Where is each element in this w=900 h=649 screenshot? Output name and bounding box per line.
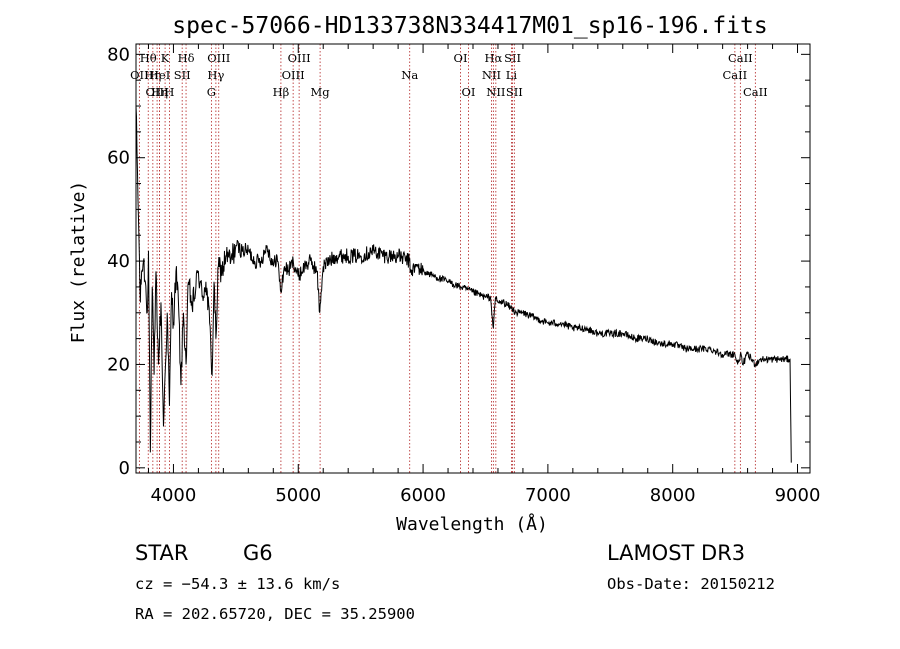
line-marker-label: Hη	[144, 68, 161, 82]
line-marker-label: H	[164, 85, 174, 99]
y-axis-label: Flux (relative)	[68, 181, 89, 344]
line-marker-label: G	[207, 85, 216, 99]
line-marker-label: Mg	[311, 85, 331, 99]
x-tick-label: 8000	[650, 485, 696, 506]
series-group	[135, 105, 792, 463]
coordinates: RA = 202.65720, DEC = 35.25900	[135, 605, 415, 623]
line-marker-label: Hδ	[178, 51, 195, 65]
line-marker-label: CaII	[722, 68, 747, 82]
redshift-value: cz = −54.3 ± 13.6 km/s	[135, 575, 340, 593]
line-marker-label: Li	[506, 68, 518, 82]
x-tick-label: 7000	[525, 485, 571, 506]
line-marker-label: Hη	[151, 85, 168, 99]
spectrum-line	[135, 105, 792, 463]
y-tick-label: 0	[119, 458, 130, 479]
subclass: G6	[243, 541, 273, 565]
line-marker-label: K	[161, 51, 170, 65]
line-marker-label: Na	[401, 68, 418, 82]
survey-name: LAMOST DR3	[607, 541, 745, 565]
line-marker-label: NII	[486, 85, 505, 99]
line-marker-label: OII	[130, 68, 149, 82]
line-marker-label: Hγ	[207, 68, 224, 82]
x-tick-label: 5000	[275, 485, 321, 506]
line-marker-label: SII	[174, 68, 191, 82]
x-tick-label: 9000	[775, 485, 821, 506]
line-marker-label: CaII	[728, 51, 753, 65]
line-marker-label: OI	[454, 51, 468, 65]
y-tick-label: 40	[107, 251, 130, 272]
obs-date: Obs-Date: 20150212	[607, 575, 775, 593]
x-tick-label: 6000	[400, 485, 446, 506]
object-type: STAR	[135, 541, 188, 565]
x-axis: 4000 5000 6000 7000 8000 9000	[147, 44, 821, 506]
x-axis-label: Wavelength (Å)	[396, 513, 548, 535]
line-marker-label: OI	[462, 85, 476, 99]
y-tick-label: 60	[107, 148, 130, 169]
line-marker-label: HeI	[149, 68, 170, 82]
line-marker-label: OIII	[207, 51, 230, 65]
line-marker-label: NII	[482, 68, 501, 82]
chart-title: spec-57066-HD133738N334417M01_sp16-196.f…	[172, 13, 767, 39]
x-tick-label: 4000	[151, 485, 197, 506]
line-marker-label: Hθ	[140, 51, 157, 65]
line-marker-label: OIII	[282, 68, 305, 82]
y-tick-label: 20	[107, 354, 130, 375]
info-panel: STAR G6 LAMOST DR3 cz = −54.3 ± 13.6 km/…	[135, 541, 775, 623]
y-tick-label: 80	[107, 44, 130, 65]
line-marker-label: OIII	[288, 51, 311, 65]
line-marker-label: SII	[504, 51, 521, 65]
line-marker-label: Hβ	[273, 85, 290, 99]
line-marker-label: SII	[506, 85, 523, 99]
y-axis: 0 20 40 60 80	[107, 44, 810, 479]
line-marker-label: OIII	[146, 85, 169, 99]
line-marker-label: CaII	[743, 85, 768, 99]
line-marker-label: Hα	[484, 51, 502, 65]
